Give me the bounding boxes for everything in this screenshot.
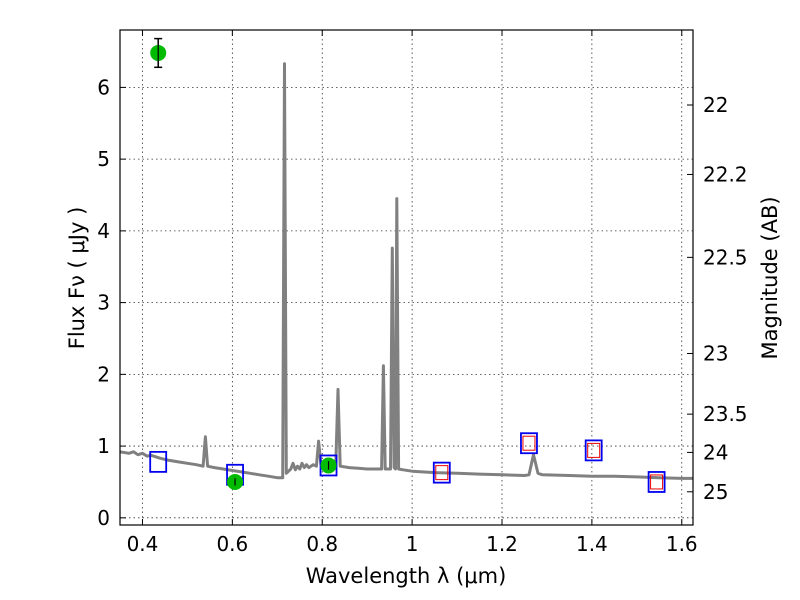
right-tick-label: 22.5 bbox=[703, 245, 748, 269]
y-tick-label: 1 bbox=[97, 434, 110, 458]
model-photometry-box bbox=[520, 432, 538, 455]
x-tick-label: 0.6 bbox=[216, 532, 248, 556]
axis-ticks: 0.4 0.6 0.8 1 1.2 1.4 1.601234562222.222.52323… bbox=[97, 30, 748, 556]
right-tick-label: 23.5 bbox=[703, 402, 748, 426]
x-tick-label: 1.4 bbox=[576, 532, 608, 556]
x-tick-label: 1 bbox=[406, 532, 419, 556]
y-tick-label: 0 bbox=[97, 506, 110, 530]
model-photometry-box bbox=[432, 461, 451, 484]
right-tick-label: 23 bbox=[703, 341, 728, 365]
grid-lines bbox=[120, 30, 693, 525]
right-tick-label: 25 bbox=[703, 480, 728, 504]
x-axis-label: Wavelength λ (μm) bbox=[306, 564, 507, 588]
model-photometry-box bbox=[149, 450, 168, 473]
model-photometry-inner bbox=[587, 442, 601, 458]
model-spectrum-line bbox=[120, 62, 693, 480]
model-photometry-inner bbox=[435, 465, 449, 481]
y-axis-label: Flux Fν ( μJy ) bbox=[65, 207, 89, 350]
model-photometry-box bbox=[647, 471, 666, 493]
model-photometry-inner bbox=[650, 474, 664, 490]
series-layer bbox=[120, 37, 693, 493]
y-tick-label: 5 bbox=[97, 147, 110, 171]
x-tick-label: 1.2 bbox=[486, 532, 518, 556]
x-tick-label: 1.6 bbox=[666, 532, 698, 556]
y-tick-label: 4 bbox=[97, 219, 110, 243]
right-tick-label: 24 bbox=[703, 440, 728, 464]
model-photometry-box bbox=[584, 439, 603, 462]
x-tick-label: 0.8 bbox=[306, 532, 338, 556]
plot-frame bbox=[119, 29, 694, 526]
model-photometry-inner bbox=[522, 435, 536, 451]
x-tick-label: 0.4 bbox=[127, 532, 159, 556]
y-tick-label: 3 bbox=[97, 291, 110, 315]
y-tick-label: 6 bbox=[97, 75, 110, 99]
right-axis-label: Magnitude (AB) bbox=[758, 196, 782, 359]
right-tick-label: 22 bbox=[703, 93, 728, 117]
y-tick-label: 2 bbox=[97, 362, 110, 386]
right-tick-label: 22.2 bbox=[703, 162, 748, 186]
